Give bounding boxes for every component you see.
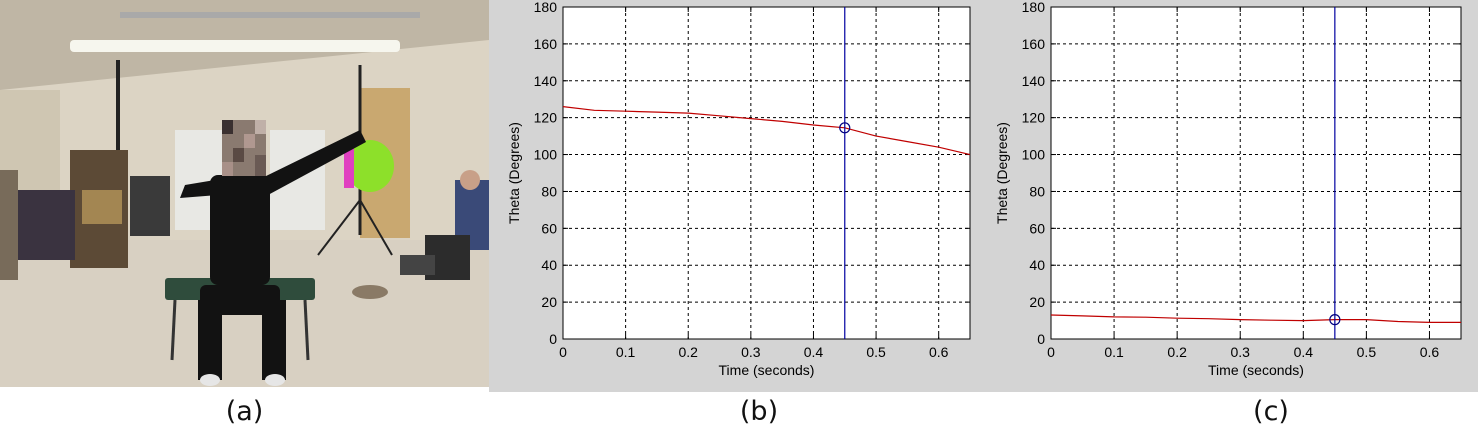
y-tick-label: 100 [1022, 147, 1046, 163]
y-tick-label: 60 [541, 220, 557, 236]
y-tick-label: 40 [1029, 257, 1045, 273]
lab-scene-illustration [0, 0, 489, 387]
theta-chart-c: 0 0.1 0.2 0.3 0.4 0.5 0.6 0 20 40 60 80 100 120 140 160… [994, 0, 1462, 378]
x-tick-label: 0 [559, 344, 567, 360]
y-tick-label: 20 [1029, 294, 1045, 310]
theta-curve [562, 106, 971, 156]
caption-c: (c) [1253, 396, 1289, 427]
y-tick-label: 20 [541, 294, 557, 310]
x-tick-label: 0 [1047, 344, 1055, 360]
x-axis-label: Time (seconds) [719, 362, 815, 378]
camera-frame-photo [0, 0, 489, 387]
x-tick-label: 0.1 [616, 344, 636, 360]
y-axis-label: Theta (Degrees) [994, 122, 1010, 224]
x-tick-label: 0.3 [741, 344, 761, 360]
x-tick-label: 0.5 [1357, 344, 1377, 360]
plot-frame [562, 6, 971, 340]
theta-curve [1050, 314, 1461, 323]
y-tick-label: 140 [534, 73, 558, 89]
y-tick-label: 120 [534, 110, 558, 126]
y-tick-label: 80 [1029, 183, 1045, 199]
x-axis-label: Time (seconds) [1208, 362, 1304, 378]
theta-figure-b: 0 0.1 0.2 0.3 0.4 0.5 0.6 0 20 40 60 80 100 120 140 160… [489, 0, 981, 392]
y-tick-label: 160 [1022, 36, 1046, 52]
y-tick-label: 180 [534, 0, 558, 15]
current-point-marker [839, 122, 851, 134]
current-point-marker [1329, 314, 1341, 326]
y-tick-label: 160 [534, 36, 558, 52]
x-tick-label: 0.2 [1167, 344, 1187, 360]
y-tick-label: 120 [1022, 110, 1046, 126]
plot-frame [1050, 6, 1462, 340]
y-axis-label: Theta (Degrees) [506, 122, 522, 224]
y-tick-label: 40 [541, 257, 557, 273]
y-tick-label: 60 [1029, 220, 1045, 236]
x-tick-label: 0.1 [1104, 344, 1124, 360]
x-tick-label: 0.2 [678, 344, 698, 360]
y-tick-label: 180 [1022, 0, 1046, 15]
x-tick-label: 0.6 [929, 344, 949, 360]
theta-chart-b: 0 0.1 0.2 0.3 0.4 0.5 0.6 0 20 40 60 80 100 120 140 160… [506, 0, 971, 378]
x-tick-label: 0.6 [1420, 344, 1440, 360]
x-tick-label: 0.4 [804, 344, 824, 360]
y-tick-label: 0 [549, 331, 557, 347]
theta-figure-c: 0 0.1 0.2 0.3 0.4 0.5 0.6 0 20 40 60 80 100 120 140 160… [981, 0, 1478, 392]
x-tick-label: 0.4 [1294, 344, 1314, 360]
y-tick-label: 80 [541, 183, 557, 199]
plot-area [1051, 7, 1461, 339]
x-tick-label: 0.3 [1230, 344, 1250, 360]
caption-a: (a) [225, 396, 264, 427]
plot-area [563, 7, 970, 339]
x-tick-label: 0.5 [866, 344, 886, 360]
y-tick-label: 0 [1037, 331, 1045, 347]
caption-b: (b) [739, 396, 779, 427]
y-tick-label: 100 [534, 147, 558, 163]
y-tick-label: 140 [1022, 73, 1046, 89]
